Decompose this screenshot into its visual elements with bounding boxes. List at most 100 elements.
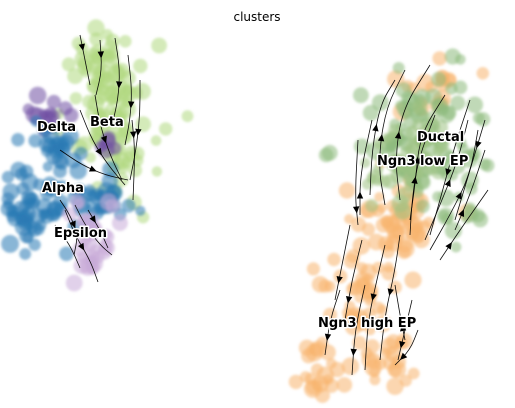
streamline-arrowhead bbox=[69, 220, 76, 229]
cell-point-ngn3-high-ep bbox=[404, 271, 422, 289]
cell-point-ngn3-low-ep bbox=[382, 174, 398, 189]
streamline-arrowhead bbox=[350, 348, 357, 356]
cell-point-alpha bbox=[28, 238, 41, 251]
cell-point-beta bbox=[119, 132, 132, 145]
cell-point-beta bbox=[80, 66, 92, 78]
cell-point-ngn3-high-ep bbox=[306, 262, 320, 276]
cell-point-ngn3-high-ep bbox=[369, 374, 381, 386]
cell-point-alpha bbox=[69, 161, 87, 180]
cell-point-ngn3-high-ep bbox=[311, 276, 329, 293]
cell-point-epsilon bbox=[101, 229, 113, 240]
cell-point-alpha bbox=[121, 198, 136, 213]
streamline-arrowhead bbox=[345, 296, 353, 304]
cell-point-ngn3-high-ep bbox=[299, 371, 312, 383]
streamline-arrowhead bbox=[89, 215, 96, 224]
streamline bbox=[74, 204, 113, 256]
cell-point-ductal bbox=[466, 96, 484, 114]
streamline bbox=[94, 94, 123, 181]
streamline-arrowhead bbox=[116, 81, 123, 89]
cell-point-delta bbox=[28, 86, 47, 105]
cell-point-beta bbox=[104, 103, 117, 116]
velocity-streamlines bbox=[54, 34, 489, 376]
cell-point-ngn3-high-ep bbox=[327, 252, 341, 267]
streamline-arrowhead bbox=[399, 340, 406, 349]
cell-point-ngn3-high-ep bbox=[288, 374, 304, 390]
cluster-label-delta: Delta bbox=[37, 120, 76, 135]
cell-point-ngn3-high-ep bbox=[410, 226, 426, 243]
cell-point-beta bbox=[87, 19, 105, 37]
cell-point-alpha bbox=[59, 246, 74, 262]
cell-point-beta bbox=[74, 50, 93, 69]
cell-point-beta bbox=[151, 37, 168, 54]
cell-point-epsilon bbox=[62, 207, 77, 222]
cell-point-beta bbox=[101, 28, 113, 41]
cell-point-ductal bbox=[455, 54, 466, 65]
cell-point-ngn3-high-ep bbox=[397, 245, 411, 260]
chart-title: clusters bbox=[233, 10, 280, 24]
cluster-label-alpha: Alpha bbox=[42, 181, 84, 196]
cell-point-ngn3-low-ep bbox=[411, 99, 428, 115]
cell-point-ductal bbox=[321, 144, 338, 161]
streamline bbox=[429, 99, 471, 236]
streamline-arrowhead bbox=[324, 333, 332, 341]
cell-point-ngn3-high-ep bbox=[352, 335, 367, 350]
streamline-arrowhead bbox=[458, 209, 465, 217]
cell-point-epsilon bbox=[65, 274, 83, 292]
cell-point-ngn3-high-ep bbox=[336, 377, 353, 393]
cell-point-ngn3-low-ep bbox=[424, 160, 439, 176]
streamline-arrowhead bbox=[135, 128, 142, 136]
cell-point-alpha bbox=[19, 248, 32, 260]
cell-point-beta bbox=[113, 62, 130, 80]
cell-point-beta bbox=[109, 91, 121, 104]
cell-point-beta bbox=[151, 166, 163, 177]
cell-point-ngn3-high-ep bbox=[343, 253, 360, 269]
cell-point-alpha bbox=[38, 135, 56, 153]
cell-point-beta bbox=[129, 86, 143, 100]
cell-point-ngn3-low-ep bbox=[422, 151, 433, 162]
cell-point-ductal bbox=[481, 158, 495, 173]
streamline-arrowhead bbox=[95, 147, 102, 156]
cell-point-ductal bbox=[431, 71, 447, 87]
cell-point-beta bbox=[91, 88, 108, 106]
cluster-label-epsilon: Epsilon bbox=[54, 226, 107, 241]
cluster-label-ngn3-low-ep: Ngn3 low EP bbox=[377, 154, 468, 169]
streamline-arrowhead bbox=[394, 131, 402, 139]
cell-point-ngn3-high-ep bbox=[372, 261, 384, 274]
streamline-arrowhead bbox=[377, 134, 385, 142]
cell-point-ductal bbox=[438, 209, 450, 221]
streamline-arrowhead bbox=[87, 230, 95, 238]
streamline bbox=[129, 80, 141, 181]
cell-point-ngn3-high-ep bbox=[338, 182, 356, 199]
cell-point-ngn3-high-ep bbox=[360, 347, 373, 360]
cell-point-ngn3-low-ep bbox=[394, 202, 412, 220]
cell-point-ngn3-low-ep bbox=[411, 119, 426, 133]
cell-point-ngn3-low-ep bbox=[409, 164, 425, 180]
cluster-labels: Delta Beta Alpha Epsilon Ductal Ngn3 low… bbox=[36, 114, 470, 333]
cell-point-alpha bbox=[28, 133, 42, 148]
cell-point-ductal bbox=[362, 104, 379, 121]
cell-point-ngn3-low-ep bbox=[375, 153, 387, 165]
streamline-arrowhead bbox=[128, 101, 135, 109]
cell-point-ngn3-low-ep bbox=[399, 157, 410, 169]
cell-point-ngn3-low-ep bbox=[432, 146, 444, 157]
streamline-arrowhead bbox=[352, 206, 360, 214]
cell-point-beta bbox=[133, 58, 148, 74]
cell-point-ngn3-high-ep bbox=[382, 216, 401, 234]
cell-point-ductal bbox=[450, 241, 462, 253]
cell-point-delta bbox=[46, 94, 62, 110]
cell-point-alpha bbox=[1, 234, 20, 253]
cluster-label-beta: Beta bbox=[90, 115, 124, 130]
cell-point-alpha bbox=[55, 180, 69, 193]
cluster-label-ductal: Ductal bbox=[417, 130, 464, 145]
cell-point-ngn3-high-ep bbox=[361, 222, 376, 236]
cell-point-ngn3-high-ep bbox=[368, 233, 385, 251]
cell-point-ductal bbox=[353, 87, 369, 104]
cell-point-ngn3-high-ep bbox=[298, 339, 315, 356]
cell-point-beta bbox=[90, 71, 106, 86]
streamline bbox=[379, 69, 406, 206]
streamline bbox=[364, 244, 386, 371]
streamline-arrowhead bbox=[77, 242, 85, 251]
cell-point-alpha bbox=[42, 176, 58, 192]
streamline bbox=[396, 64, 431, 201]
cell-point-epsilon bbox=[111, 215, 128, 231]
